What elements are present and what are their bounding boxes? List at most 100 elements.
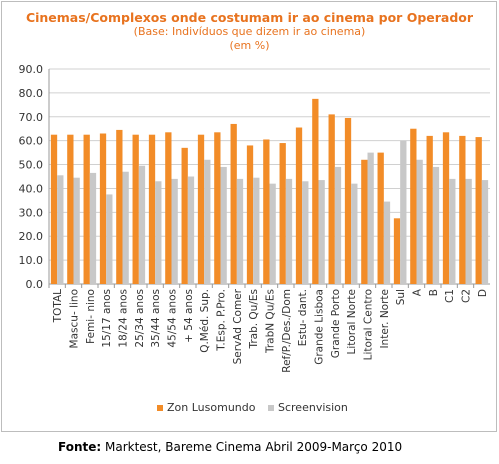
bar-zon-lusomundo xyxy=(442,132,450,284)
bar-zon-lusomundo xyxy=(230,123,237,284)
legend-swatch xyxy=(268,405,274,411)
bar-zon-lusomundo xyxy=(246,145,254,284)
bar-zon-lusomundo xyxy=(344,117,352,284)
bar-zon-lusomundo xyxy=(312,98,319,284)
x-category-label: C1 xyxy=(444,289,456,303)
x-category-label: A xyxy=(412,288,424,296)
bar-screenvision xyxy=(155,181,162,284)
legend-swatch xyxy=(157,405,163,411)
bar-screenvision xyxy=(220,166,227,284)
bar-zon-lusomundo xyxy=(475,137,482,284)
y-tick-label: 40.0 xyxy=(19,182,44,195)
y-tick-label: 0.0 xyxy=(26,278,44,291)
bar-screenvision xyxy=(89,172,97,284)
bar-zon-lusomundo xyxy=(116,129,123,284)
x-category-label: TOTAL xyxy=(52,289,64,323)
bar-screenvision xyxy=(138,165,146,284)
bar-zon-lusomundo xyxy=(279,143,286,284)
bar-zon-lusomundo xyxy=(181,147,188,284)
bar-screenvision xyxy=(432,166,440,284)
bar-screenvision xyxy=(253,177,260,284)
bar-zon-lusomundo xyxy=(214,132,221,284)
bar-screenvision xyxy=(481,180,489,284)
bar-zon-lusomundo xyxy=(50,134,58,284)
bar-screenvision xyxy=(302,181,309,284)
bar-zon-lusomundo xyxy=(67,134,74,284)
bar-screenvision xyxy=(106,194,113,284)
x-category-label: Sul xyxy=(395,289,407,305)
x-category-label: Litoral Centro xyxy=(363,289,375,360)
y-tick-label: 10.0 xyxy=(19,254,44,267)
y-tick-label: 70.0 xyxy=(19,111,44,124)
x-category-label: Ref/P./Des./Dom xyxy=(281,289,293,373)
bar-screenvision xyxy=(73,177,80,284)
bar-screenvision xyxy=(465,178,472,284)
x-category-label: C2 xyxy=(461,289,473,303)
bar-screenvision xyxy=(334,166,342,284)
legend-label: Screenvision xyxy=(278,401,348,414)
x-category-label: Mascu- lino xyxy=(69,289,81,348)
source-label: Fonte: xyxy=(58,440,102,454)
source-text: Marktest, Bareme Cinema Abril 2009-Março… xyxy=(101,440,403,454)
y-tick-label: 20.0 xyxy=(19,230,44,243)
x-category-label: Inter. Norte xyxy=(379,289,391,349)
bar-screenvision xyxy=(285,178,293,284)
bar-screenvision xyxy=(367,152,374,284)
bar-screenvision xyxy=(171,178,178,284)
bar-screenvision xyxy=(400,140,407,284)
bar-screenvision xyxy=(383,201,391,284)
chart-unit-note: (em %) xyxy=(229,39,270,52)
bar-screenvision xyxy=(204,159,211,284)
bar-screenvision xyxy=(57,175,64,284)
x-category-label: D xyxy=(477,289,489,297)
chart-subtitle: (Base: Indivíduos que dizem ir ao cinema… xyxy=(133,25,366,38)
bar-zon-lusomundo xyxy=(197,134,205,284)
y-tick-label: 60.0 xyxy=(19,135,44,148)
x-category-label: 25/34 anos xyxy=(134,289,146,348)
bar-zon-lusomundo xyxy=(410,128,417,284)
bar-screenvision xyxy=(269,183,276,284)
y-tick-label: 30.0 xyxy=(19,206,44,219)
x-category-label: T.Esp. P.Pro. xyxy=(216,289,228,352)
chart-frame xyxy=(1,1,497,432)
bar-zon-lusomundo xyxy=(165,132,172,284)
bar-screenvision xyxy=(416,159,423,284)
bar-zon-lusomundo xyxy=(132,134,139,284)
x-category-label: 15/17 anos xyxy=(101,289,113,348)
x-category-label: Trab. Qu/Es xyxy=(248,289,260,350)
bar-zon-lusomundo xyxy=(426,135,433,284)
bar-zon-lusomundo xyxy=(328,114,335,284)
x-category-label: Litoral Norte xyxy=(346,289,358,355)
bar-zon-lusomundo xyxy=(393,218,401,284)
source-note: Fonte: Marktest, Bareme Cinema Abril 200… xyxy=(58,440,402,454)
bar-zon-lusomundo xyxy=(99,133,107,284)
x-category-label: ServAd Comer xyxy=(232,288,244,364)
x-category-label: Grande Lisboa xyxy=(314,289,326,365)
bar-zon-lusomundo xyxy=(361,159,368,284)
bar-zon-lusomundo xyxy=(377,152,384,284)
x-category-label: + 54 anos xyxy=(183,289,195,343)
x-category-label: Femi- nino xyxy=(85,289,97,344)
x-category-label: 18/24 anos xyxy=(118,289,130,348)
chart-title: Cinemas/Complexos onde costumam ir ao ci… xyxy=(25,10,474,25)
bar-zon-lusomundo xyxy=(263,139,270,284)
x-category-label: 35/44 anos xyxy=(150,289,162,348)
bar-zon-lusomundo xyxy=(295,127,303,285)
bar-zon-lusomundo xyxy=(83,134,90,284)
bar-screenvision xyxy=(187,176,195,284)
x-category-label: Grande Porto xyxy=(330,289,342,358)
x-category-label: Estu- dant. xyxy=(297,289,309,346)
x-category-label: 45/54 anos xyxy=(167,289,179,348)
y-tick-label: 50.0 xyxy=(19,159,44,172)
bar-screenvision xyxy=(122,171,129,284)
x-category-label: B xyxy=(428,289,440,296)
bar-screenvision xyxy=(351,183,358,284)
bar-chart: 0.0 10.0 20.0 30.0 40.0 50.0 60.0 70.0 80.0 90.0 T… xyxy=(19,63,490,414)
bar-screenvision xyxy=(236,178,244,284)
y-tick-label: 90.0 xyxy=(19,63,44,76)
x-category-label: TrabN Qu/Es xyxy=(265,289,277,354)
bar-screenvision xyxy=(318,180,325,284)
bar-zon-lusomundo xyxy=(459,135,466,284)
bar-screenvision xyxy=(449,178,456,284)
y-tick-label: 80.0 xyxy=(19,87,44,100)
